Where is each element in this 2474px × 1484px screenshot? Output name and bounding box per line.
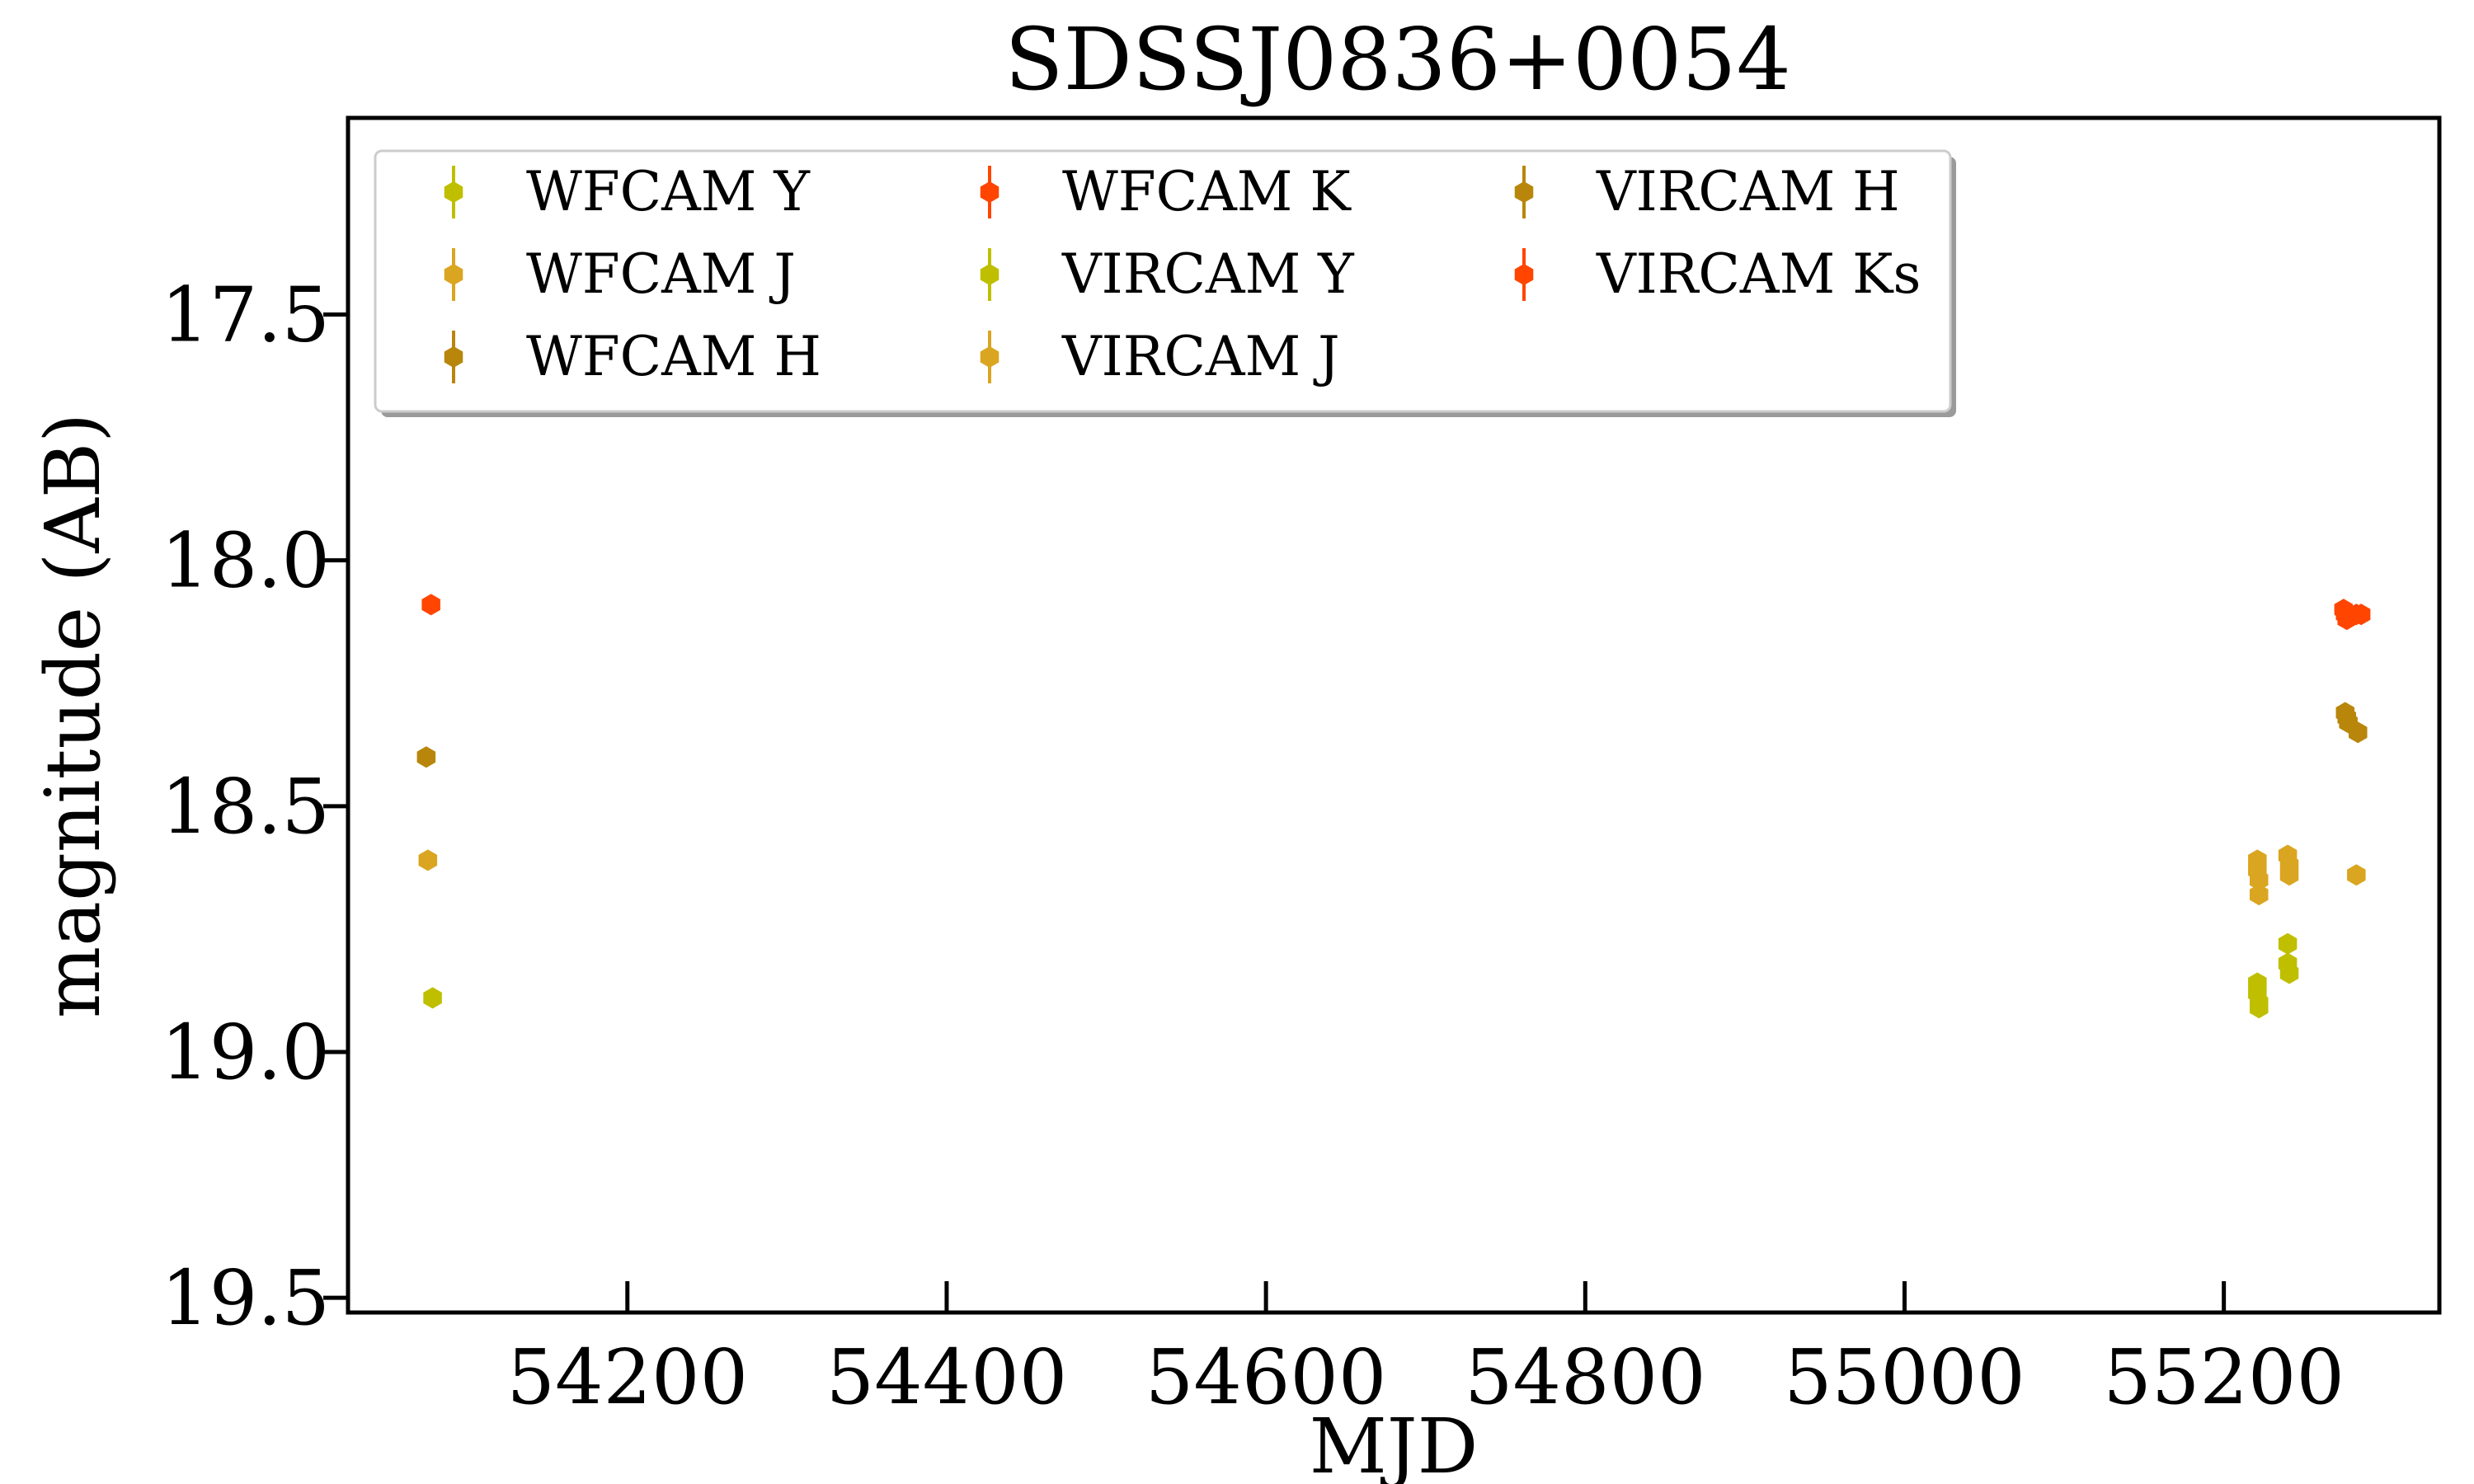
y-tick-label: 18.5	[161, 763, 330, 851]
data-point	[423, 987, 442, 1009]
data-point	[421, 594, 440, 616]
legend-marker	[1514, 181, 1534, 203]
data-point	[2349, 721, 2368, 744]
legend-marker	[1514, 264, 1534, 285]
series-wfcam-j	[418, 849, 438, 871]
legend-label: WFCAM Y	[526, 160, 811, 223]
series-vircam-y	[2248, 932, 2299, 1019]
x-tick-label: 54400	[826, 1333, 1068, 1421]
y-axis-label: magnitude (AB)	[29, 413, 117, 1018]
axes: 54200 54400 54600 54800 55000 55200 17.5 18.0 18…	[161, 271, 2345, 1421]
data-point	[416, 746, 436, 768]
x-tick-label: 55200	[2103, 1333, 2345, 1421]
y-tick-label: 18.0	[161, 517, 330, 605]
legend-items: WFCAM Y WFCAM J WFCAM H WFCAM K VIRCAM Y VIRC…	[444, 160, 1921, 388]
legend-item-vircam-y: VIRCAM Y	[980, 242, 1355, 306]
legend-label: VIRCAM Y	[1061, 242, 1355, 306]
plot-frame	[346, 115, 2442, 1315]
series-wfcam-y	[423, 987, 442, 1009]
data-point	[2249, 997, 2269, 1019]
legend-label: VIRCAM J	[1061, 325, 1340, 388]
x-tick-label: 54600	[1145, 1333, 1387, 1421]
series-vircam-h	[2335, 702, 2368, 744]
legend-label: WFCAM J	[526, 242, 796, 306]
legend: WFCAM Y WFCAM J WFCAM H WFCAM K VIRCAM Y VIRC…	[374, 149, 1956, 417]
legend-label: VIRCAM H	[1596, 160, 1900, 223]
series-wfcam-k	[421, 594, 440, 616]
legend-label: VIRCAM Ks	[1596, 242, 1921, 306]
legend-item-vircam-h: VIRCAM H	[1514, 160, 1900, 223]
legend-label: WFCAM H	[526, 325, 821, 388]
legend-marker	[444, 264, 463, 285]
legend-marker	[444, 181, 463, 203]
legend-marker	[980, 264, 999, 285]
series-vircam-j	[2248, 844, 2366, 906]
data-point	[2279, 864, 2299, 886]
data-point	[2279, 962, 2299, 984]
data-point	[418, 849, 438, 871]
chart-title: SDSSJ0836+0054	[1004, 9, 1790, 110]
data-point	[2351, 603, 2371, 626]
legend-marker	[444, 346, 463, 368]
x-axis-label: MJD	[1310, 1402, 1479, 1484]
legend-item-wfcam-k: WFCAM K	[980, 160, 1352, 223]
legend-marker	[980, 346, 999, 368]
y-tick-label: 17.5	[161, 271, 330, 359]
data-point	[2347, 864, 2366, 886]
data-marks	[416, 594, 2371, 1019]
data-point	[2249, 869, 2269, 891]
x-tick-label: 54800	[1465, 1333, 1706, 1421]
legend-item-wfcam-y: WFCAM Y	[444, 160, 811, 223]
data-point	[2249, 884, 2269, 906]
legend-item-wfcam-h: WFCAM H	[444, 325, 821, 388]
x-tick-label: 55000	[1784, 1333, 2025, 1421]
y-tick-label: 19.5	[161, 1254, 330, 1342]
legend-item-wfcam-j: WFCAM J	[444, 242, 796, 306]
series-wfcam-h	[416, 746, 436, 768]
legend-item-vircam-ks: VIRCAM Ks	[1514, 242, 1921, 306]
legend-item-vircam-j: VIRCAM J	[980, 325, 1340, 388]
series-vircam-ks	[2334, 599, 2371, 631]
legend-label: WFCAM K	[1062, 160, 1352, 223]
legend-frame	[374, 149, 1952, 413]
data-point	[2278, 932, 2298, 955]
y-tick-label: 19.0	[161, 1008, 330, 1097]
legend-marker	[980, 181, 999, 203]
x-tick-label: 54200	[506, 1333, 748, 1421]
